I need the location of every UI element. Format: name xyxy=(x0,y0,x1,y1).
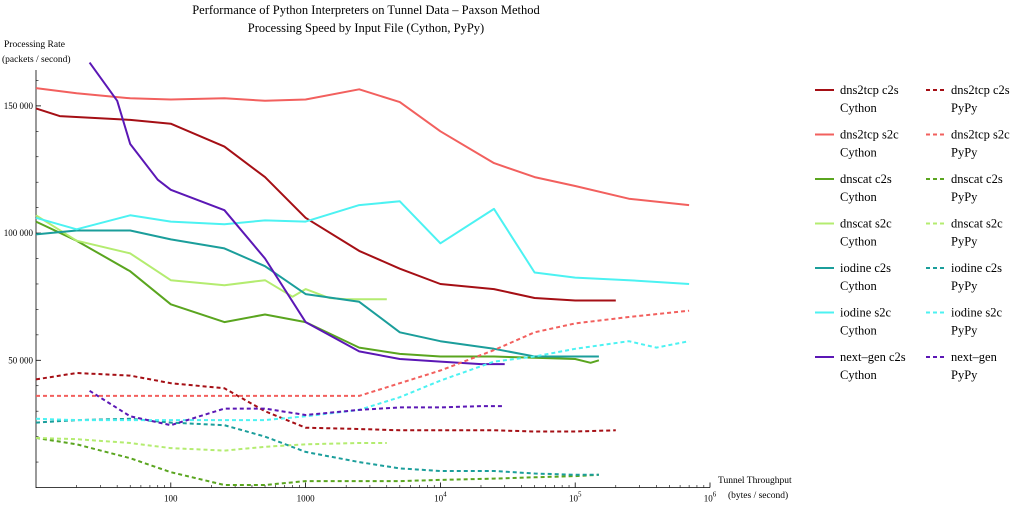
series-line xyxy=(36,309,690,397)
series-line xyxy=(35,220,600,364)
x-tick-label: 106 xyxy=(704,491,717,504)
legend-label: dnscat s2c xyxy=(951,217,1003,231)
legend-label-sub: Cython xyxy=(840,324,878,338)
series-line xyxy=(35,214,387,301)
legend-label-sub: PyPy xyxy=(951,324,978,338)
x-tick-exponent: 5 xyxy=(578,491,582,499)
x-tick-label: 105 xyxy=(569,491,582,504)
axes xyxy=(35,70,710,488)
legend-label-sub: PyPy xyxy=(951,190,978,204)
y-tick-label: 50 000 xyxy=(8,355,33,365)
legend-label: dns2tcp c2s xyxy=(951,83,1010,97)
series-line xyxy=(89,389,505,427)
legend-label-sub: Cython xyxy=(840,368,878,382)
series-line xyxy=(35,107,616,302)
x-tick-label: 104 xyxy=(434,491,447,504)
series-line xyxy=(35,372,616,433)
series-line xyxy=(35,436,387,452)
legend-label-sub: Cython xyxy=(840,146,878,160)
legend-label-sub: PyPy xyxy=(951,235,978,249)
legend-label: dnscat c2s xyxy=(951,172,1003,186)
series-line xyxy=(35,87,690,207)
legend-label: dns2tcp c2s xyxy=(840,83,899,97)
chart-title: Performance of Python Interpreters on Tu… xyxy=(192,3,540,17)
legend-label-sub: Cython xyxy=(840,101,878,115)
x-tick-exponent: 4 xyxy=(443,491,447,499)
legend-label: dns2tcp s2c xyxy=(840,128,899,142)
legend-label-sub: PyPy xyxy=(951,279,978,293)
series-line xyxy=(35,229,599,358)
legend-label: dnscat s2c xyxy=(840,217,892,231)
legend: dns2tcp c2s Cython dns2tcp s2c Cython dnscat… xyxy=(815,83,1010,382)
legend-label-sub: PyPy xyxy=(951,101,978,115)
series-line xyxy=(35,417,599,476)
legend-label: iodine s2c xyxy=(840,306,891,320)
legend-label: iodine c2s xyxy=(840,261,891,275)
y-axis-label: Processing Rate xyxy=(4,40,65,50)
series-group xyxy=(35,62,690,486)
tick-group: 100 1000 104 105 106 50 000 100 000 150 000 xyxy=(4,80,717,504)
x-tick-label: 100 xyxy=(164,494,178,504)
legend-label: dns2tcp s2c xyxy=(951,128,1010,142)
y-tick-label: 150 000 xyxy=(4,101,34,111)
chart-subtitle: Processing Speed by Input File (Cython, … xyxy=(248,21,484,35)
legend-label: iodine c2s xyxy=(951,261,1002,275)
series-line xyxy=(35,340,690,422)
legend-label-sub: Cython xyxy=(840,190,878,204)
y-tick-label: 100 000 xyxy=(4,228,34,238)
x-tick-label: 1000 xyxy=(297,494,316,504)
legend-label-sub: PyPy xyxy=(951,146,978,160)
y-axis-unit: (packets / second) xyxy=(2,54,71,65)
legend-label: dnscat c2s xyxy=(840,172,892,186)
x-axis-unit: (bytes / second) xyxy=(728,490,788,501)
legend-label: iodine s2c xyxy=(951,306,1002,320)
legend-label-sub: PyPy xyxy=(951,368,978,382)
series-line xyxy=(35,200,690,285)
series-line xyxy=(35,436,599,486)
legend-label-sub: Cython xyxy=(840,279,878,293)
x-axis-label: Tunnel Throughput xyxy=(718,476,792,486)
series-line xyxy=(88,62,505,366)
legend-label-sub: Cython xyxy=(840,235,878,249)
legend-label: next–gen xyxy=(951,350,998,364)
x-tick-exponent: 6 xyxy=(713,491,717,499)
legend-label: next–gen c2s xyxy=(840,350,906,364)
